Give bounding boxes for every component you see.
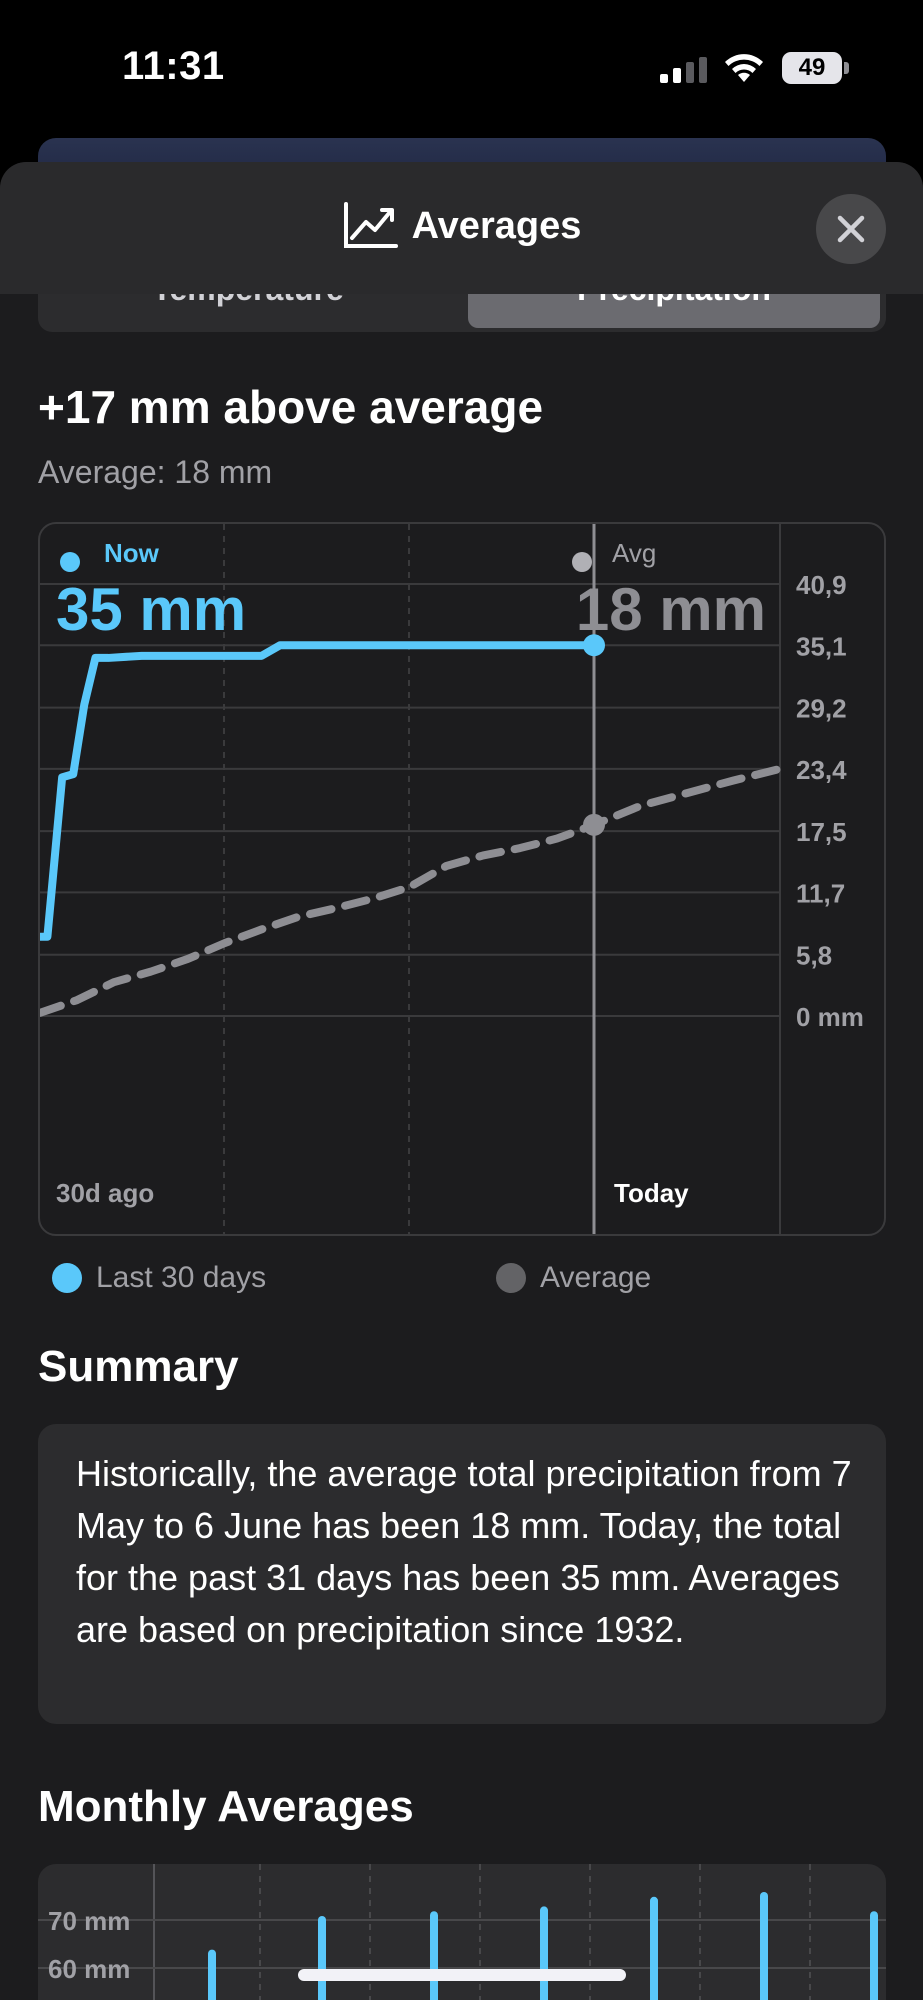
header-title-label: Averages: [411, 204, 582, 247]
legend-item-last-30-days: Last 30 days: [52, 1258, 266, 1298]
legend-dot-average: [496, 1263, 526, 1293]
battery-level: 49: [782, 52, 842, 84]
cellular-signal-icon: [660, 57, 707, 83]
home-indicator[interactable]: [298, 1969, 626, 1981]
avg-value: 18 mm: [576, 576, 766, 643]
averages-sheet: Averages Temperature Precipitation +17 m…: [0, 162, 923, 2000]
close-button[interactable]: [816, 194, 886, 264]
headline: +17 mm above average: [38, 381, 544, 433]
y-tick-label: 5,8: [796, 941, 832, 971]
y-tick-label: 11,7: [796, 878, 845, 908]
y-tick-label: 35,1: [796, 631, 847, 661]
x-label-today: Today: [614, 1178, 689, 1208]
monthly-averages-svg: 70 mm 60 mm: [38, 1864, 886, 2000]
y-tick-label: 0 mm: [796, 1002, 864, 1032]
avg-label: Avg: [612, 538, 656, 568]
monthly-ytick-60: 60 mm: [48, 1954, 130, 1984]
legend-label-last-30-days: Last 30 days: [96, 1261, 267, 1294]
legend-item-average: Average: [496, 1258, 651, 1298]
sheet-header: Averages: [0, 162, 923, 294]
now-value: 35 mm: [56, 576, 246, 643]
avg-legend-dot: [572, 552, 592, 572]
avg-marker: [583, 813, 605, 836]
y-tick-label: 29,2: [796, 694, 847, 724]
wifi-icon: [725, 54, 763, 82]
average-subline: Average: 18 mm: [38, 454, 273, 490]
header-title: Averages: [0, 202, 923, 250]
legend-dot-now: [52, 1263, 82, 1293]
status-time: 11:31: [122, 44, 225, 88]
summary-title: Summary: [38, 1342, 239, 1391]
now-label: Now: [104, 538, 160, 568]
summary-card: Historically, the average total precipit…: [38, 1424, 886, 1724]
y-tick-label: 17,5: [796, 817, 847, 847]
series-last-30-days-line: [40, 641, 594, 941]
monthly-ytick-70: 70 mm: [48, 1906, 130, 1936]
series-average-line: [40, 764, 784, 1017]
legend-label-average: Average: [540, 1261, 652, 1294]
chart-line-icon: [343, 202, 398, 248]
now-marker: [583, 634, 605, 657]
y-tick-label: 23,4: [796, 755, 847, 785]
monthly-averages-title: Monthly Averages: [38, 1782, 414, 1831]
precipitation-chart-card: Now 35 mm Avg 18 mm 40,9 35,1 29,2 23,4 17,5…: [38, 522, 886, 1236]
summary-text: Historically, the average total precipit…: [76, 1453, 852, 1650]
x-label-start: 30d ago: [56, 1178, 154, 1208]
now-legend-dot: [60, 552, 80, 572]
status-bar: 11:31 49: [0, 0, 923, 130]
close-icon: [837, 215, 865, 243]
y-tick-label: 40,9: [796, 570, 847, 600]
precipitation-chart: Now 35 mm Avg 18 mm 40,9 35,1 29,2 23,4 17,5…: [40, 524, 864, 1234]
